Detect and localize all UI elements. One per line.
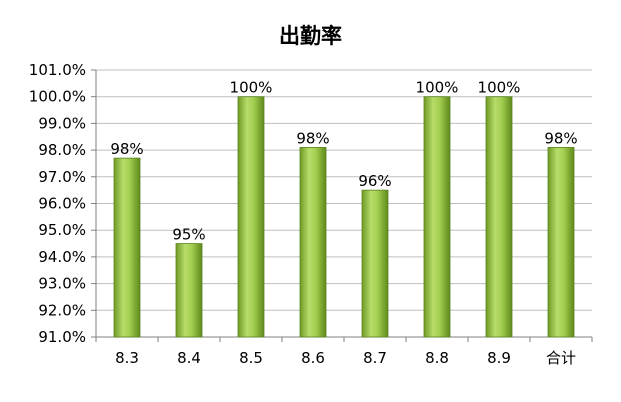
y-tick-label: 93.0% xyxy=(38,275,86,293)
x-tick-label: 8.8 xyxy=(425,349,449,367)
data-label: 98% xyxy=(544,129,577,147)
bar xyxy=(237,96,265,338)
x-tick-label: 8.9 xyxy=(487,349,511,367)
y-tick-label: 94.0% xyxy=(38,248,86,266)
x-tick-label: 8.7 xyxy=(363,349,387,367)
data-label: 100% xyxy=(416,79,459,97)
data-label: 95% xyxy=(172,226,205,244)
chart-title: 出勤率 xyxy=(279,24,342,48)
x-tick-label: 8.6 xyxy=(301,349,325,367)
bar xyxy=(361,189,389,338)
bars xyxy=(113,96,575,338)
x-tick-label: 8.5 xyxy=(239,349,263,367)
data-label: 100% xyxy=(230,79,273,97)
axes xyxy=(91,69,593,342)
bar xyxy=(299,147,327,338)
bar xyxy=(485,96,513,338)
y-tick-label: 97.0% xyxy=(38,168,86,186)
bar xyxy=(113,157,141,338)
y-tick-label: 96.0% xyxy=(38,195,86,213)
labels: 91.0% 92.0% 93.0% 94.0% 95.0% 96.0% 97.0% 98.0%… xyxy=(29,61,578,367)
y-tick-label: 91.0% xyxy=(38,328,86,346)
x-tick-label: 8.4 xyxy=(177,349,201,367)
x-tick-label: 合计 xyxy=(546,349,576,367)
data-label: 100% xyxy=(478,79,521,97)
data-label: 98% xyxy=(110,140,143,158)
bar xyxy=(175,243,203,338)
gridlines xyxy=(96,69,592,338)
bar xyxy=(547,147,575,338)
data-label: 96% xyxy=(358,172,391,190)
data-label: 98% xyxy=(296,129,329,147)
y-tick-label: 98.0% xyxy=(38,141,86,159)
y-tick-label: 92.0% xyxy=(38,301,86,319)
bar xyxy=(423,96,451,338)
y-tick-label: 101.0% xyxy=(29,61,86,79)
y-tick-label: 100.0% xyxy=(29,88,86,106)
y-tick-label: 99.0% xyxy=(38,114,86,132)
x-tick-label: 8.3 xyxy=(115,349,139,367)
y-tick-label: 95.0% xyxy=(38,221,86,239)
